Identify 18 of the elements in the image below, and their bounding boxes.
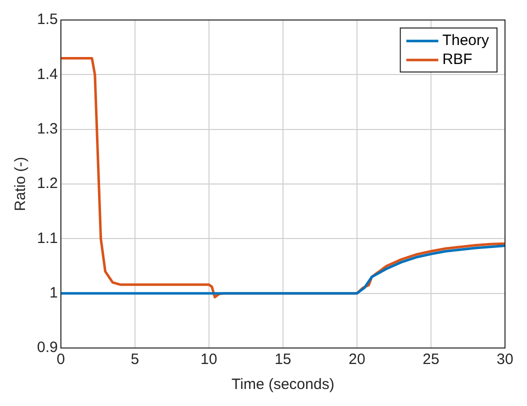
x-tick-label: 30	[496, 351, 514, 368]
y-tick-label: 1.5	[36, 11, 58, 28]
x-tick-label: 5	[130, 351, 140, 368]
legend-label: RBF	[442, 51, 472, 68]
x-axis-title: Time (seconds)	[232, 376, 334, 394]
x-tick-label: 0	[56, 351, 66, 368]
y-tick-label: 1.3	[36, 120, 58, 138]
x-tick-label: 20	[348, 351, 366, 368]
y-tick-label: 1	[50, 284, 58, 302]
x-tick-label: 15	[274, 351, 292, 368]
y-tick-label: 1.4	[36, 66, 58, 83]
x-tick-label: 10	[200, 351, 218, 368]
y-axis-title: Ratio (-)	[12, 156, 30, 212]
y-tick-label: 1.2	[36, 175, 58, 192]
legend-label: Theory	[442, 32, 490, 50]
y-tick-label: 0.9	[36, 339, 58, 356]
x-tick-label: 25	[422, 351, 440, 368]
y-tick-label: 1.1	[36, 230, 58, 247]
